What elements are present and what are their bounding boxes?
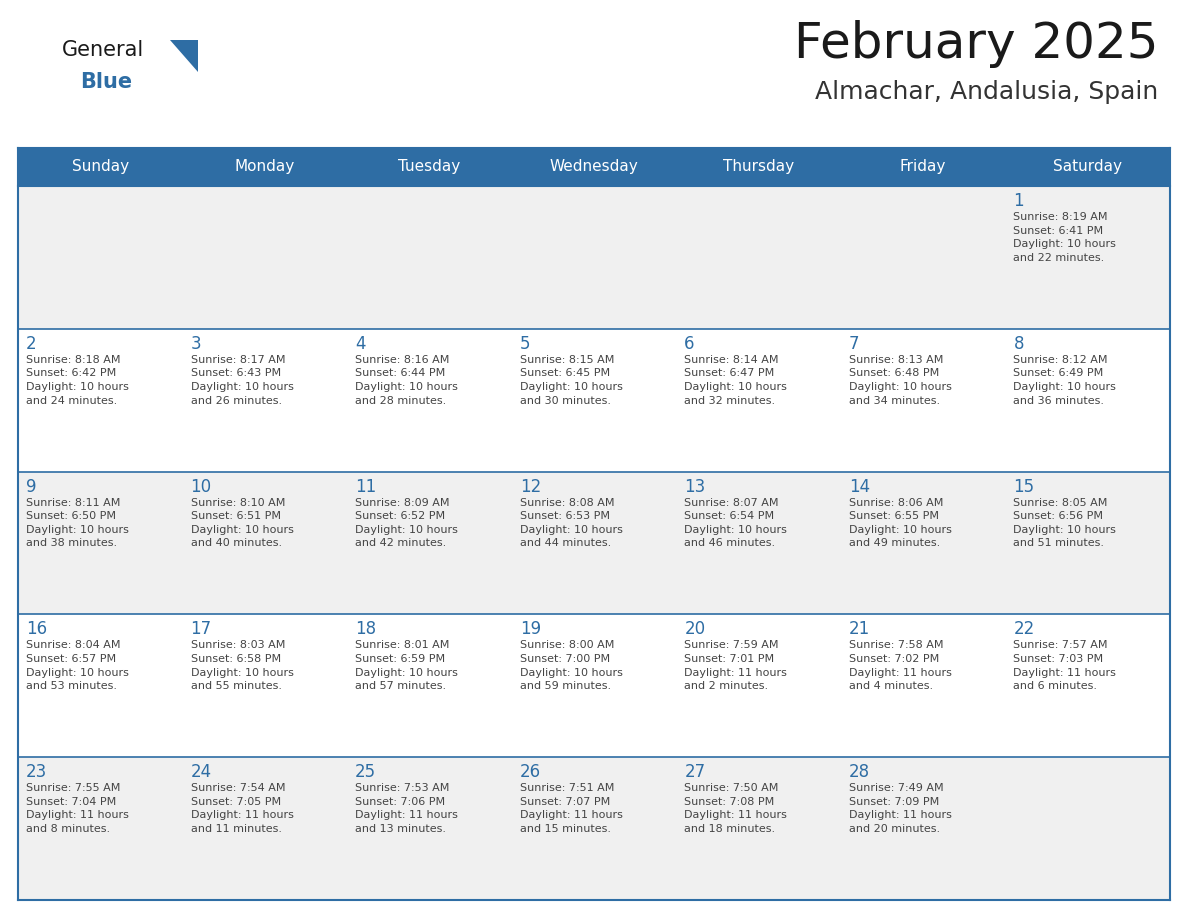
Text: Sunrise: 7:57 AM
Sunset: 7:03 PM
Daylight: 11 hours
and 6 minutes.: Sunrise: 7:57 AM Sunset: 7:03 PM Dayligh… (1013, 641, 1117, 691)
Text: 23: 23 (26, 763, 48, 781)
Text: 27: 27 (684, 763, 706, 781)
Text: 24: 24 (190, 763, 211, 781)
Bar (18, 186, 1170, 329)
Bar (18, 472, 1170, 614)
Bar (18, 757, 1170, 900)
Text: Thursday: Thursday (723, 160, 794, 174)
Text: Sunrise: 7:54 AM
Sunset: 7:05 PM
Daylight: 11 hours
and 11 minutes.: Sunrise: 7:54 AM Sunset: 7:05 PM Dayligh… (190, 783, 293, 834)
Text: Sunrise: 8:03 AM
Sunset: 6:58 PM
Daylight: 10 hours
and 55 minutes.: Sunrise: 8:03 AM Sunset: 6:58 PM Dayligh… (190, 641, 293, 691)
Bar (18, 614, 1170, 757)
Text: 5: 5 (519, 335, 530, 353)
Text: 19: 19 (519, 621, 541, 638)
Text: 9: 9 (26, 477, 37, 496)
Text: Sunrise: 7:59 AM
Sunset: 7:01 PM
Daylight: 11 hours
and 2 minutes.: Sunrise: 7:59 AM Sunset: 7:01 PM Dayligh… (684, 641, 788, 691)
Text: 13: 13 (684, 477, 706, 496)
Text: Sunrise: 8:07 AM
Sunset: 6:54 PM
Daylight: 10 hours
and 46 minutes.: Sunrise: 8:07 AM Sunset: 6:54 PM Dayligh… (684, 498, 788, 548)
Text: 21: 21 (849, 621, 870, 638)
Text: Saturday: Saturday (1054, 160, 1123, 174)
Text: 4: 4 (355, 335, 366, 353)
Text: 12: 12 (519, 477, 541, 496)
Text: 17: 17 (190, 621, 211, 638)
Text: 11: 11 (355, 477, 377, 496)
Text: 15: 15 (1013, 477, 1035, 496)
Text: February 2025: February 2025 (794, 20, 1158, 68)
Text: 14: 14 (849, 477, 870, 496)
Text: 10: 10 (190, 477, 211, 496)
Text: Sunrise: 8:15 AM
Sunset: 6:45 PM
Daylight: 10 hours
and 30 minutes.: Sunrise: 8:15 AM Sunset: 6:45 PM Dayligh… (519, 354, 623, 406)
Text: 1: 1 (1013, 192, 1024, 210)
Text: Sunrise: 8:10 AM
Sunset: 6:51 PM
Daylight: 10 hours
and 40 minutes.: Sunrise: 8:10 AM Sunset: 6:51 PM Dayligh… (190, 498, 293, 548)
Text: Sunrise: 8:19 AM
Sunset: 6:41 PM
Daylight: 10 hours
and 22 minutes.: Sunrise: 8:19 AM Sunset: 6:41 PM Dayligh… (1013, 212, 1117, 263)
Text: Sunrise: 8:00 AM
Sunset: 7:00 PM
Daylight: 10 hours
and 59 minutes.: Sunrise: 8:00 AM Sunset: 7:00 PM Dayligh… (519, 641, 623, 691)
Text: Sunday: Sunday (71, 160, 128, 174)
Polygon shape (170, 40, 198, 72)
Text: Sunrise: 8:17 AM
Sunset: 6:43 PM
Daylight: 10 hours
and 26 minutes.: Sunrise: 8:17 AM Sunset: 6:43 PM Dayligh… (190, 354, 293, 406)
Text: Sunrise: 8:08 AM
Sunset: 6:53 PM
Daylight: 10 hours
and 44 minutes.: Sunrise: 8:08 AM Sunset: 6:53 PM Dayligh… (519, 498, 623, 548)
Text: 22: 22 (1013, 621, 1035, 638)
Text: Almachar, Andalusia, Spain: Almachar, Andalusia, Spain (815, 80, 1158, 104)
Text: Sunrise: 8:13 AM
Sunset: 6:48 PM
Daylight: 10 hours
and 34 minutes.: Sunrise: 8:13 AM Sunset: 6:48 PM Dayligh… (849, 354, 952, 406)
Text: Wednesday: Wednesday (550, 160, 638, 174)
Text: Sunrise: 7:50 AM
Sunset: 7:08 PM
Daylight: 11 hours
and 18 minutes.: Sunrise: 7:50 AM Sunset: 7:08 PM Dayligh… (684, 783, 788, 834)
Text: 20: 20 (684, 621, 706, 638)
Text: Blue: Blue (80, 72, 132, 92)
Text: Friday: Friday (901, 160, 947, 174)
Text: Monday: Monday (235, 160, 295, 174)
Text: Sunrise: 8:16 AM
Sunset: 6:44 PM
Daylight: 10 hours
and 28 minutes.: Sunrise: 8:16 AM Sunset: 6:44 PM Dayligh… (355, 354, 459, 406)
Text: 3: 3 (190, 335, 201, 353)
Bar (18, 148, 1170, 186)
Text: 18: 18 (355, 621, 377, 638)
Text: 2: 2 (26, 335, 37, 353)
Text: 7: 7 (849, 335, 859, 353)
Text: Sunrise: 7:53 AM
Sunset: 7:06 PM
Daylight: 11 hours
and 13 minutes.: Sunrise: 7:53 AM Sunset: 7:06 PM Dayligh… (355, 783, 459, 834)
Text: Sunrise: 7:55 AM
Sunset: 7:04 PM
Daylight: 11 hours
and 8 minutes.: Sunrise: 7:55 AM Sunset: 7:04 PM Dayligh… (26, 783, 128, 834)
Text: Tuesday: Tuesday (398, 160, 461, 174)
Text: 16: 16 (26, 621, 48, 638)
Text: 26: 26 (519, 763, 541, 781)
Text: Sunrise: 8:18 AM
Sunset: 6:42 PM
Daylight: 10 hours
and 24 minutes.: Sunrise: 8:18 AM Sunset: 6:42 PM Dayligh… (26, 354, 128, 406)
Text: 6: 6 (684, 335, 695, 353)
Text: Sunrise: 8:12 AM
Sunset: 6:49 PM
Daylight: 10 hours
and 36 minutes.: Sunrise: 8:12 AM Sunset: 6:49 PM Dayligh… (1013, 354, 1117, 406)
Text: 25: 25 (355, 763, 377, 781)
Text: Sunrise: 8:09 AM
Sunset: 6:52 PM
Daylight: 10 hours
and 42 minutes.: Sunrise: 8:09 AM Sunset: 6:52 PM Dayligh… (355, 498, 459, 548)
Text: Sunrise: 8:14 AM
Sunset: 6:47 PM
Daylight: 10 hours
and 32 minutes.: Sunrise: 8:14 AM Sunset: 6:47 PM Dayligh… (684, 354, 788, 406)
Text: Sunrise: 8:11 AM
Sunset: 6:50 PM
Daylight: 10 hours
and 38 minutes.: Sunrise: 8:11 AM Sunset: 6:50 PM Dayligh… (26, 498, 128, 548)
Text: 8: 8 (1013, 335, 1024, 353)
Text: Sunrise: 8:04 AM
Sunset: 6:57 PM
Daylight: 10 hours
and 53 minutes.: Sunrise: 8:04 AM Sunset: 6:57 PM Dayligh… (26, 641, 128, 691)
Text: Sunrise: 8:06 AM
Sunset: 6:55 PM
Daylight: 10 hours
and 49 minutes.: Sunrise: 8:06 AM Sunset: 6:55 PM Dayligh… (849, 498, 952, 548)
Text: General: General (62, 40, 144, 60)
Text: 28: 28 (849, 763, 870, 781)
Bar (18, 329, 1170, 472)
Text: Sunrise: 8:05 AM
Sunset: 6:56 PM
Daylight: 10 hours
and 51 minutes.: Sunrise: 8:05 AM Sunset: 6:56 PM Dayligh… (1013, 498, 1117, 548)
Text: Sunrise: 7:49 AM
Sunset: 7:09 PM
Daylight: 11 hours
and 20 minutes.: Sunrise: 7:49 AM Sunset: 7:09 PM Dayligh… (849, 783, 952, 834)
Text: Sunrise: 7:58 AM
Sunset: 7:02 PM
Daylight: 11 hours
and 4 minutes.: Sunrise: 7:58 AM Sunset: 7:02 PM Dayligh… (849, 641, 952, 691)
Text: Sunrise: 7:51 AM
Sunset: 7:07 PM
Daylight: 11 hours
and 15 minutes.: Sunrise: 7:51 AM Sunset: 7:07 PM Dayligh… (519, 783, 623, 834)
Text: Sunrise: 8:01 AM
Sunset: 6:59 PM
Daylight: 10 hours
and 57 minutes.: Sunrise: 8:01 AM Sunset: 6:59 PM Dayligh… (355, 641, 459, 691)
